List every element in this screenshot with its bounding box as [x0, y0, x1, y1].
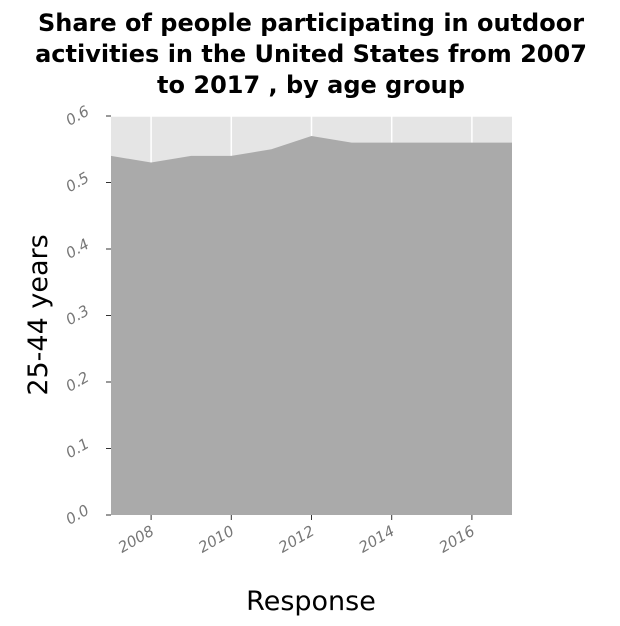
- x-tick-label: 2008: [115, 522, 157, 557]
- y-tick-label: 0.3: [63, 301, 93, 329]
- y-tick-label: 0.1: [63, 434, 93, 462]
- y-tick-label: 0.5: [63, 168, 93, 196]
- chart-title-line-1: Share of people participating in outdoor: [38, 9, 584, 37]
- y-tick-label: 0.0: [63, 501, 93, 529]
- chart-title-line-2: activities in the United States from 200…: [35, 40, 587, 68]
- y-axis-ticks: 0.0 0.1 0.2 0.3 0.4 0.5 0.6: [63, 102, 111, 529]
- y-tick-label: 0.2: [63, 368, 93, 396]
- chart-title-line-3: to 2017 , by age group: [157, 71, 465, 99]
- x-tick-label: 2012: [275, 522, 317, 557]
- x-tick-label: 2016: [436, 522, 478, 557]
- x-axis-ticks: 2008 2010 2012 2014 2016: [115, 515, 478, 557]
- x-tick-label: 2014: [356, 522, 398, 557]
- y-axis-label: 25-44 years: [23, 234, 54, 395]
- x-tick-label: 2010: [195, 522, 237, 557]
- x-axis-label: Response: [246, 586, 376, 617]
- area-series: [111, 135, 512, 515]
- y-tick-label: 0.4: [63, 235, 93, 263]
- y-tick-label: 0.6: [63, 102, 93, 130]
